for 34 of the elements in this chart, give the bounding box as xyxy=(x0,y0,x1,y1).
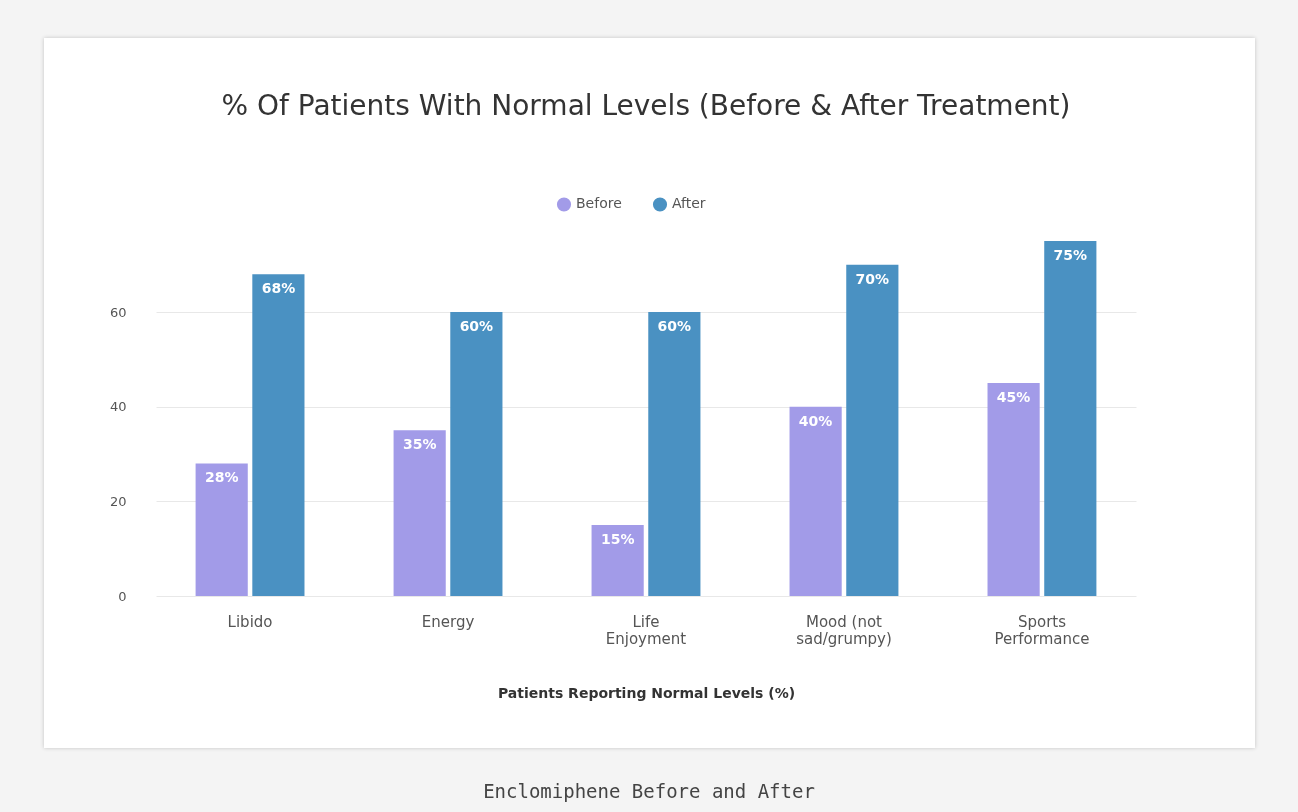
y-tick-label: 60 xyxy=(109,304,127,320)
data-label: 40% xyxy=(798,412,833,429)
legend-label: After xyxy=(672,195,706,212)
bar xyxy=(1044,241,1097,596)
x-axis-title: Patients Reporting Normal Levels (%) xyxy=(497,684,796,701)
bar xyxy=(846,264,899,596)
bar xyxy=(987,383,1040,596)
bar xyxy=(252,274,305,596)
bar xyxy=(195,463,248,596)
data-label: 68% xyxy=(261,280,296,297)
chart-title: % Of Patients With Normal Levels (Before & After Treatment) xyxy=(221,89,1071,122)
x-tick-label: Sports Performance xyxy=(994,612,1090,648)
data-label: 28% xyxy=(204,469,239,486)
data-label: 15% xyxy=(600,531,635,547)
y-tick-label: 0 xyxy=(118,588,127,604)
data-label: 70% xyxy=(855,270,890,287)
x-tick-label: Energy xyxy=(421,612,475,631)
bar xyxy=(591,525,644,596)
data-label: 60% xyxy=(657,318,692,334)
data-label: 75% xyxy=(1053,247,1088,263)
x-tick-label: Mood (not sad/grumpy) xyxy=(796,612,892,648)
bar xyxy=(393,430,446,596)
data-label: 45% xyxy=(996,389,1031,405)
bar xyxy=(789,406,842,596)
data-label: 35% xyxy=(402,436,437,453)
text: Enclomiphene Before and After xyxy=(482,780,816,802)
y-tick-label: 20 xyxy=(109,493,127,509)
x-tick-label: Life Enjoyment xyxy=(605,612,687,648)
x-tick-label: Libido xyxy=(227,612,273,631)
legend-label: Before xyxy=(576,195,622,212)
bar xyxy=(450,312,503,596)
data-label: 60% xyxy=(459,318,494,334)
bar xyxy=(648,312,701,596)
y-tick-label: 40 xyxy=(109,399,127,415)
